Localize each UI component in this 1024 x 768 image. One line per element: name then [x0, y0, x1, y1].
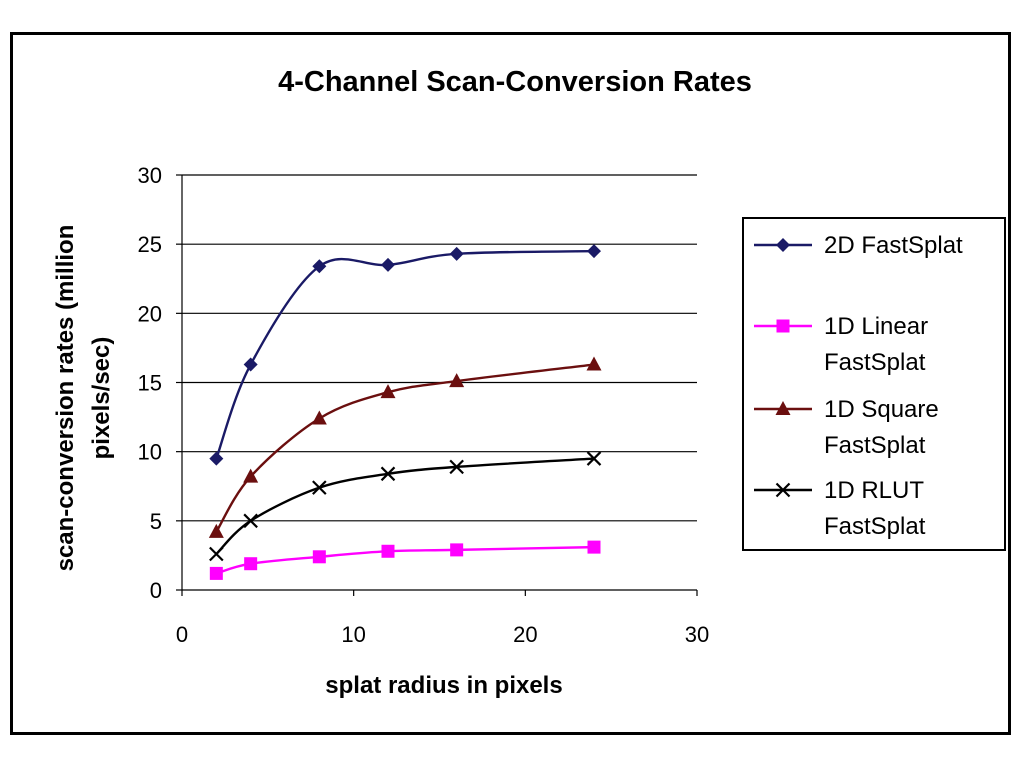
data-point [586, 451, 602, 466]
data-point [380, 466, 396, 482]
data-point [381, 544, 395, 558]
legend-label: FastSplat [824, 513, 926, 540]
legend-entry-3: 1D Square FastSplat [754, 396, 939, 459]
data-point [243, 513, 258, 529]
axes [176, 174, 698, 596]
y-tick-label: 10 [138, 440, 162, 465]
legend-label: 1D RLUT [824, 477, 924, 504]
x-tick-label: 10 [341, 622, 365, 647]
y-axis-label: scan-conversion rates (million pixels/se… [52, 225, 115, 572]
data-point [312, 550, 326, 564]
y-tick-labels: 0 5 10 15 20 25 30 [138, 163, 162, 603]
data-point [312, 259, 327, 274]
series-1 [209, 244, 601, 466]
y-tick-label: 0 [150, 578, 162, 603]
x-tick-label: 0 [176, 622, 188, 647]
data-point [244, 557, 258, 571]
legend-label: 2D FastSplat [824, 232, 963, 259]
y-axis-label-line-2: pixels/sec) [88, 337, 115, 460]
data-point [449, 246, 464, 261]
legend-marker [775, 482, 791, 498]
data-point [208, 523, 224, 538]
legend-entry-2: 1D Linear FastSplat [754, 313, 928, 376]
data-point [380, 384, 396, 399]
gridlines [182, 174, 697, 522]
x-tick-label: 20 [513, 622, 537, 647]
plot-area [208, 244, 602, 580]
data-point [243, 468, 259, 483]
data-point [449, 373, 465, 388]
x-tick-labels: 0 10 20 30 [176, 622, 709, 647]
data-point [587, 244, 601, 259]
series-4 [209, 451, 602, 562]
y-tick-label: 20 [138, 301, 162, 326]
data-point [209, 451, 224, 466]
data-point [209, 546, 224, 562]
y-tick-label: 25 [138, 232, 162, 257]
data-point [381, 257, 395, 272]
legend-marker [775, 401, 791, 415]
y-tick-label: 5 [150, 509, 162, 534]
series-2 [209, 540, 601, 580]
legend-label: FastSplat [824, 432, 926, 459]
data-point [587, 540, 601, 554]
data-point [449, 459, 464, 475]
legend-label: FastSplat [824, 349, 926, 376]
legend-entry-1: 2D FastSplat [754, 232, 963, 259]
series-3 [208, 356, 602, 538]
y-tick-label: 15 [138, 371, 162, 396]
y-axis-label-line-1: scan-conversion rates (million [52, 225, 79, 572]
data-point [586, 356, 602, 371]
data-point [243, 357, 258, 372]
series-line [215, 457, 595, 555]
legend-marker [776, 319, 790, 333]
series-line [215, 249, 595, 459]
legend: 2D FastSplat 1D Linear FastSplat 1D Square F… [742, 217, 1006, 551]
legend-entry-4: 1D RLUT FastSplat [754, 477, 926, 540]
legend-label: 1D Linear [824, 313, 928, 340]
y-tick-label: 30 [138, 163, 162, 188]
legend-marker [776, 238, 790, 252]
data-point [312, 480, 327, 495]
x-tick-label: 30 [685, 622, 709, 647]
series-line [215, 545, 595, 575]
data-point [450, 543, 464, 557]
legend-label: 1D Square [824, 396, 939, 423]
data-point [209, 566, 223, 580]
chart-title: 4-Channel Scan-Conversion Rates [278, 66, 752, 98]
data-point [311, 410, 327, 425]
x-axis-label: splat radius in pixels [325, 672, 562, 699]
